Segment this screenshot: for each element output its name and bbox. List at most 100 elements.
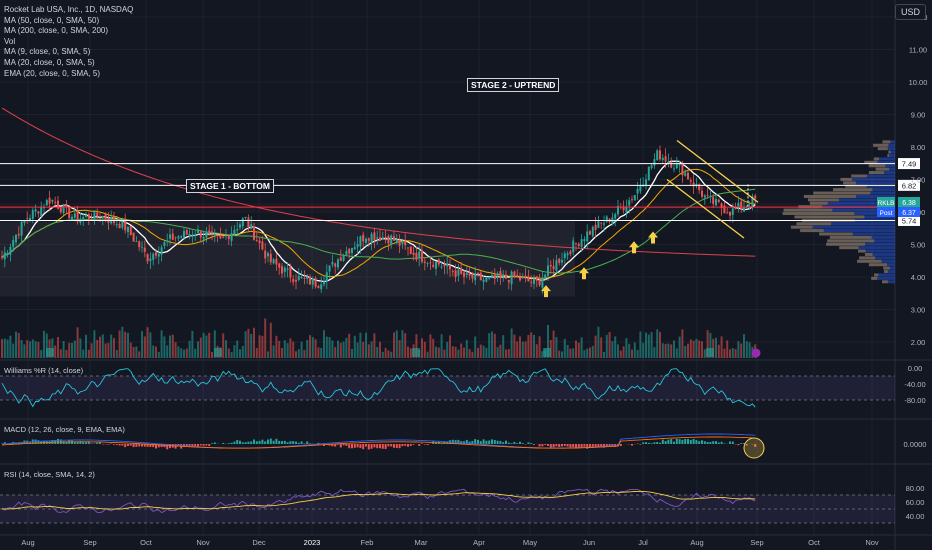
volume-bar [247, 328, 250, 358]
volume-bar [636, 350, 639, 358]
profile-bar [873, 143, 889, 147]
candle-body [435, 261, 437, 269]
earnings-icon [46, 348, 54, 357]
macd-histogram-bar [521, 443, 524, 444]
macd-histogram-bar [143, 444, 146, 447]
macd-histogram-bar [566, 444, 569, 447]
price-tick: 2.00 [911, 338, 926, 347]
macd-histogram-bar [552, 444, 555, 448]
stage2-label[interactable]: STAGE 2 - UPTREND [467, 78, 560, 92]
indicator-ma20[interactable]: MA (20, close, 0, SMA, 5) [4, 57, 95, 67]
profile-bar [843, 181, 895, 185]
time-tick: Jul [638, 538, 648, 547]
macd-line [1, 433, 756, 449]
volume-bar [656, 329, 659, 358]
williams-tick: 0.00 [908, 364, 923, 373]
profile-bar [807, 198, 839, 202]
candle-body [250, 224, 253, 229]
macd-histogram-bar [73, 442, 76, 444]
volume-bar [547, 324, 549, 358]
indicator-ema20[interactable]: EMA (20, close, 0, SMA, 5) [4, 68, 101, 78]
volume-bar [281, 347, 283, 358]
candle-body [474, 273, 477, 281]
indicator-ma9[interactable]: MA (9, close, 0, SMA, 5) [4, 47, 91, 57]
rsi-pane-label[interactable]: RSI (14, close, SMA, 14, 2) [4, 470, 95, 479]
candle-body [222, 236, 225, 238]
macd-histogram-bar [709, 441, 712, 444]
macd-histogram-bar [474, 439, 477, 444]
volume-bar [535, 344, 538, 358]
macd-histogram-bar [269, 438, 272, 444]
volume-bar [351, 348, 353, 358]
williams-tick: -80.00 [904, 396, 925, 405]
volume-bar [278, 340, 281, 358]
indicator-vol[interactable]: Vol [4, 36, 16, 46]
volume-bar [239, 349, 241, 358]
candle-body [423, 261, 426, 264]
profile-bar [868, 263, 895, 267]
stage1-label[interactable]: STAGE 1 - BOTTOM [186, 179, 274, 193]
macd-histogram-bar [642, 442, 645, 444]
volume-bar [149, 332, 152, 358]
volume-bar [600, 337, 603, 358]
williams-pane-label[interactable]: Williams %R (14, close) [4, 366, 84, 375]
candle-body [258, 240, 261, 243]
volume-bar [261, 335, 264, 358]
macd-histogram-bar [337, 444, 339, 445]
candle-body [337, 259, 339, 268]
indicator-ma50[interactable]: MA (50, close, 0, SMA, 50) [4, 15, 100, 25]
profile-bar [790, 225, 813, 229]
profile-bar [809, 201, 828, 205]
volume-bar [135, 346, 138, 358]
profile-bar [873, 157, 879, 161]
candle-body [3, 252, 6, 260]
volume-bar [426, 351, 429, 358]
volume-bar [376, 346, 379, 358]
volume-bar [440, 334, 443, 358]
candle-body [479, 272, 482, 281]
volume-bar [552, 330, 555, 358]
symbol-title[interactable]: Rocket Lab USA, Inc., 1D, NASDAQ [4, 5, 134, 14]
volume-bar [491, 331, 493, 358]
currency-button[interactable]: USD [894, 4, 926, 20]
macd-histogram-bar [222, 442, 225, 444]
volume-bar [171, 334, 174, 358]
candle-body [661, 157, 664, 161]
volume-bar [3, 338, 6, 358]
horizontal-levels [0, 163, 895, 221]
macd-histogram-bar [85, 442, 87, 444]
candle-body [93, 210, 96, 222]
volume-bar [113, 338, 115, 358]
macd-histogram-bar [239, 440, 241, 444]
volume-bar [513, 334, 516, 358]
volume-bar [566, 344, 569, 358]
volume-bar [370, 341, 373, 358]
candle-body [706, 194, 709, 196]
volume-bar [457, 349, 460, 358]
candle-body [219, 235, 222, 239]
macd-histogram-bar [199, 444, 202, 446]
candle-body [54, 201, 57, 203]
macd-histogram-bar [194, 444, 197, 447]
profile-bar [839, 246, 895, 250]
level-tag [898, 158, 920, 170]
macd-pane-label[interactable]: MACD (12, 26, close, 9, EMA, EMA) [4, 425, 125, 434]
volume-bar [645, 332, 647, 358]
candle-body [15, 234, 17, 243]
time-tick: Nov [196, 538, 210, 547]
price-tick: 11.00 [909, 46, 927, 55]
time-tick: Aug [690, 538, 703, 547]
time-axis: Aug Sep Oct Nov Dec 2023 Feb Mar Apr May Jun Jul Aug… [21, 538, 879, 547]
indicator-ma200[interactable]: MA (200, close, 0, SMA, 200) [4, 26, 109, 36]
macd-histogram-bar [398, 444, 401, 449]
macd-histogram-bar [530, 443, 533, 444]
candle-body [510, 271, 513, 285]
volume-bar [76, 327, 79, 358]
volume-bar [253, 327, 255, 358]
profile-bar [868, 164, 895, 168]
candle-body [625, 206, 628, 213]
macd-histogram-bar [754, 444, 757, 447]
volume-bar [395, 330, 398, 358]
volume-bar [180, 348, 183, 358]
